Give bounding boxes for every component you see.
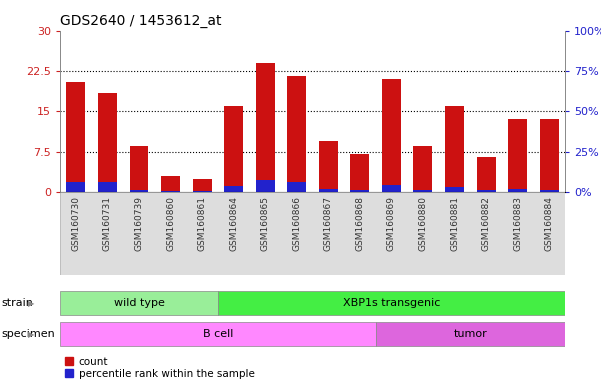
Text: GSM160730: GSM160730 [72,196,81,251]
Bar [413,190,432,192]
Text: wild type: wild type [114,298,165,308]
Bar [224,186,243,192]
Text: GSM160866: GSM160866 [292,196,301,251]
Bar [161,191,180,192]
Bar [477,157,495,192]
FancyBboxPatch shape [60,291,218,316]
Text: GSM160867: GSM160867 [324,196,333,251]
Legend: count, percentile rank within the sample: count, percentile rank within the sample [66,357,255,379]
Bar [382,185,401,192]
Bar [508,119,527,192]
Bar [287,76,306,192]
Text: GSM160869: GSM160869 [387,196,396,251]
Bar [256,180,275,192]
Bar [477,190,495,192]
Text: ▶: ▶ [28,299,34,308]
Bar [350,190,369,192]
Text: GSM160868: GSM160868 [355,196,364,251]
Text: GSM160865: GSM160865 [261,196,270,251]
Bar [350,154,369,192]
Text: strain: strain [2,298,34,308]
Text: GSM160881: GSM160881 [450,196,459,251]
Bar [66,182,85,192]
Bar [540,119,558,192]
Bar [192,179,212,192]
Text: GSM160731: GSM160731 [103,196,112,251]
Text: GDS2640 / 1453612_at: GDS2640 / 1453612_at [60,14,222,28]
Bar [98,182,117,192]
Bar [445,106,464,192]
FancyBboxPatch shape [218,291,565,316]
Text: XBP1s transgenic: XBP1s transgenic [343,298,440,308]
Bar [319,141,338,192]
FancyBboxPatch shape [60,322,376,346]
Text: GSM160880: GSM160880 [418,196,427,251]
FancyBboxPatch shape [376,322,565,346]
Text: GSM160739: GSM160739 [135,196,144,251]
Text: B cell: B cell [203,329,233,339]
Bar [319,189,338,192]
Bar [413,146,432,192]
Text: tumor: tumor [453,329,487,339]
Text: GSM160883: GSM160883 [513,196,522,251]
Bar [66,82,85,192]
Text: GSM160861: GSM160861 [198,196,207,251]
Text: GSM160884: GSM160884 [545,196,554,251]
Bar [256,63,275,192]
Bar [287,182,306,192]
Bar [98,93,117,192]
Bar [445,187,464,192]
Text: specimen: specimen [2,329,55,339]
Bar [540,190,558,192]
Bar [129,190,148,192]
Bar [224,106,243,192]
Bar [161,176,180,192]
Bar [129,146,148,192]
Text: ▶: ▶ [28,329,34,339]
Text: GSM160864: GSM160864 [229,196,238,251]
Bar [382,79,401,192]
Bar [192,191,212,192]
Text: GSM160882: GSM160882 [481,196,490,251]
FancyBboxPatch shape [60,192,565,275]
Text: GSM160860: GSM160860 [166,196,175,251]
Bar [508,189,527,192]
